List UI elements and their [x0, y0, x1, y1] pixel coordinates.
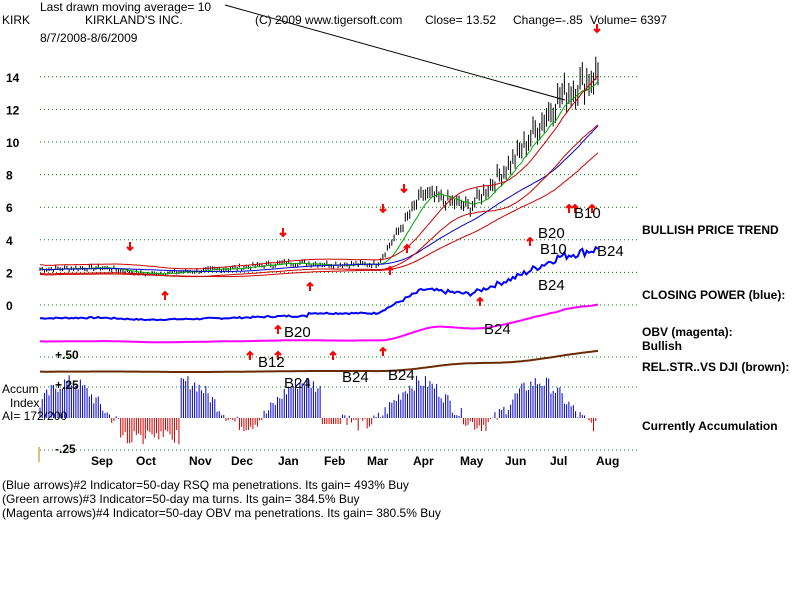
signal-arrow — [329, 350, 337, 360]
price-panel — [39, 56, 599, 373]
y-tick-label: 8 — [6, 169, 13, 183]
ma-50-line — [39, 125, 599, 273]
signal-label: B24 — [388, 367, 415, 384]
signal-arrow — [306, 281, 314, 291]
signal-label: B24 — [597, 243, 624, 260]
obv-label: OBV (magenta): — [642, 325, 733, 339]
x-tick-label: Dec — [231, 454, 253, 468]
month-axis: Sep Oct Nov Dec Jan Feb Mar Apr May Jun Jul Aug — [91, 454, 619, 468]
signal-label: B20 — [284, 324, 311, 341]
obv-status: Bullish — [642, 339, 682, 353]
x-tick-label: Jan — [278, 454, 299, 468]
price-gridlines — [40, 76, 640, 451]
signal-arrow — [565, 203, 573, 213]
signal-arrow — [246, 350, 254, 360]
moving-average-note: Last drawn moving average= 10 — [40, 0, 211, 14]
signal-label: B24 — [538, 277, 565, 294]
footer-line-3: (Magenta arrows)#4 Indicator=50-day OBV … — [2, 506, 441, 520]
x-tick-label: Apr — [413, 454, 434, 468]
signal-arrow — [476, 296, 484, 306]
price-y-axis: 0 2 4 6 8 10 12 14 — [6, 71, 20, 313]
x-tick-label: Jul — [550, 454, 567, 468]
accum-ai-value: AI= 172/200 — [2, 409, 67, 423]
signal-label: B10 — [574, 205, 601, 222]
signal-arrow — [161, 290, 169, 300]
upper-band-line — [39, 75, 599, 270]
date-range: 8/7/2008-8/6/2009 — [40, 31, 138, 45]
rel-str-line — [40, 349, 599, 373]
signal-arrow — [400, 184, 408, 194]
x-tick-label: Nov — [189, 454, 212, 468]
ma-10-line — [39, 80, 599, 275]
lower-band-line — [39, 124, 599, 278]
y-tick-label: 0 — [6, 299, 13, 313]
signal-label: B24 — [484, 321, 511, 338]
signal-arrow — [571, 203, 579, 213]
closing-power-line — [39, 245, 599, 322]
signal-label: B12 — [258, 354, 285, 371]
signal-arrows — [126, 24, 601, 360]
signal-arrow — [279, 228, 287, 238]
signal-label: B24 — [284, 375, 311, 392]
signal-arrow — [379, 346, 387, 356]
ma-pointer-line — [224, 4, 566, 101]
y-tick-label: 10 — [6, 136, 20, 150]
footer-line-1: (Blue arrows)#2 Indicator=50-day RSQ ma … — [2, 478, 409, 492]
x-tick-label: Oct — [136, 454, 156, 468]
closing-power-label: CLOSING POWER (blue): — [642, 288, 785, 302]
x-tick-label: May — [460, 454, 484, 468]
ma-lower-line — [39, 152, 599, 278]
close-value: Close= 13.52 — [425, 13, 496, 27]
signal-arrow — [526, 236, 534, 246]
obv-line — [39, 303, 599, 344]
y-tick-label: 6 — [6, 201, 13, 215]
signal-label: B24 — [342, 369, 369, 386]
y-tick-label: 14 — [6, 71, 20, 85]
accumulation-panel — [39, 375, 599, 445]
x-tick-label: Jun — [505, 454, 526, 468]
x-tick-label: Mar — [367, 454, 389, 468]
signal-arrow — [274, 350, 282, 360]
signal-arrow — [593, 24, 601, 34]
accum-tick-high: +.50 — [55, 348, 79, 362]
signal-arrow — [126, 242, 134, 252]
accum-subtitle: Index — [10, 396, 39, 410]
change-value: Change=-.85 — [513, 13, 583, 27]
signal-arrow — [588, 203, 596, 213]
signal-arrow — [379, 204, 387, 214]
rel-str-label: REL.STR..VS DJI (brown): — [642, 360, 789, 374]
company-name: KIRKLAND'S INC. — [85, 13, 183, 27]
volume-value: Volume= 6397 — [590, 13, 667, 27]
x-tick-label: Feb — [324, 454, 345, 468]
footer-line-2: (Green arrows)#3 Indicator=50-day ma tur… — [2, 492, 360, 506]
ticker-symbol: KIRK — [2, 13, 30, 27]
accum-tick-low: -.25 — [55, 442, 76, 456]
x-tick-label: Sep — [91, 454, 113, 468]
accumulation-status: Currently Accumulation — [642, 419, 778, 433]
x-tick-label: Aug — [596, 454, 619, 468]
signal-arrow — [386, 265, 394, 275]
y-tick-label: 12 — [6, 103, 20, 117]
signal-label: B10 — [540, 241, 567, 258]
y-tick-label: 4 — [6, 234, 13, 248]
accum-tick-mid: +.25 — [55, 378, 79, 392]
signal-arrow — [403, 243, 411, 253]
price-trend-label: BULLISH PRICE TREND — [642, 223, 779, 237]
y-tick-label: 2 — [6, 266, 13, 280]
signal-arrow — [274, 324, 282, 334]
signal-label: B20 — [538, 225, 565, 242]
accum-title: Accum — [2, 382, 39, 396]
